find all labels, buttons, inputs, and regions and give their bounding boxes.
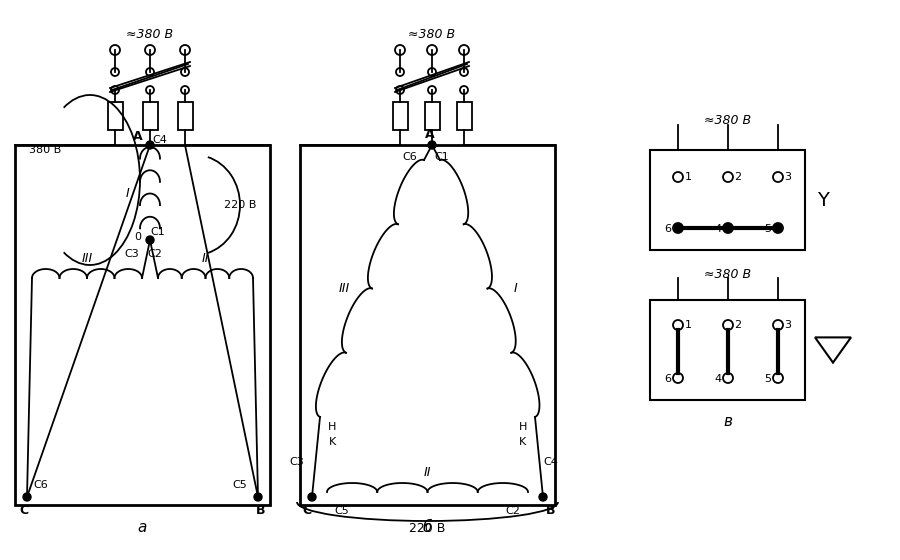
Text: 2: 2 — [734, 172, 742, 182]
Bar — [177, 102, 193, 130]
Text: K: K — [328, 437, 336, 447]
Bar — [650, 150, 805, 250]
Text: 220 В: 220 В — [410, 522, 446, 535]
Text: 3: 3 — [785, 320, 791, 330]
Text: ≈380 В: ≈380 В — [409, 29, 455, 41]
Text: B: B — [546, 505, 556, 517]
Text: 3: 3 — [785, 172, 791, 182]
Text: ≈380 В: ≈380 В — [704, 114, 752, 127]
Text: C6: C6 — [33, 480, 49, 490]
Text: C5: C5 — [232, 480, 248, 490]
Text: C5: C5 — [335, 506, 349, 516]
Text: C: C — [20, 505, 29, 517]
Circle shape — [308, 493, 316, 501]
Text: H: H — [328, 422, 337, 432]
Circle shape — [724, 224, 732, 232]
Text: C1: C1 — [435, 152, 449, 162]
Bar — [425, 102, 439, 130]
Bar — [142, 102, 157, 130]
Bar — [392, 102, 408, 130]
Text: 4: 4 — [715, 374, 722, 384]
Bar — [300, 145, 555, 505]
Circle shape — [428, 141, 436, 149]
Text: I: I — [514, 282, 518, 295]
Text: 5: 5 — [764, 374, 771, 384]
Text: C6: C6 — [402, 152, 418, 162]
Text: C: C — [302, 505, 311, 517]
Text: B: B — [256, 505, 266, 517]
Text: в: в — [723, 414, 732, 430]
Text: ≈380 В: ≈380 В — [126, 29, 174, 41]
Text: 6: 6 — [664, 224, 671, 234]
Text: 1: 1 — [685, 320, 691, 330]
Circle shape — [146, 236, 154, 244]
Text: б: б — [423, 520, 432, 534]
Text: I: I — [126, 187, 130, 200]
Circle shape — [146, 141, 154, 149]
Text: 380 В: 380 В — [29, 145, 61, 155]
Circle shape — [254, 493, 262, 501]
Text: C1: C1 — [150, 227, 166, 237]
Text: C2: C2 — [148, 249, 162, 259]
Text: C4: C4 — [544, 457, 558, 467]
Circle shape — [23, 493, 31, 501]
Text: C3: C3 — [124, 249, 140, 259]
Text: C4: C4 — [153, 135, 167, 145]
Text: 5: 5 — [764, 224, 771, 234]
Text: 6: 6 — [664, 374, 671, 384]
Text: II: II — [202, 251, 209, 264]
Text: ≈380 В: ≈380 В — [704, 268, 752, 282]
Text: 220 В: 220 В — [224, 200, 256, 210]
Bar — [456, 102, 472, 130]
Bar — [107, 102, 122, 130]
Circle shape — [539, 493, 547, 501]
Text: II: II — [424, 465, 431, 478]
Text: A: A — [425, 128, 435, 142]
Text: C3: C3 — [290, 457, 304, 467]
Text: 1: 1 — [685, 172, 691, 182]
Text: Y: Y — [817, 190, 829, 209]
Text: а: а — [138, 520, 148, 534]
Text: III: III — [338, 282, 349, 295]
Bar — [650, 300, 805, 400]
Text: A: A — [133, 130, 143, 143]
Text: 0: 0 — [134, 232, 141, 242]
Bar — [15, 145, 270, 505]
Text: K: K — [519, 437, 526, 447]
Text: 2: 2 — [734, 320, 742, 330]
Text: H: H — [518, 422, 527, 432]
Text: 4: 4 — [715, 224, 722, 234]
Text: C2: C2 — [506, 506, 520, 516]
Circle shape — [774, 224, 782, 232]
Circle shape — [674, 224, 682, 232]
Text: III: III — [81, 251, 93, 264]
